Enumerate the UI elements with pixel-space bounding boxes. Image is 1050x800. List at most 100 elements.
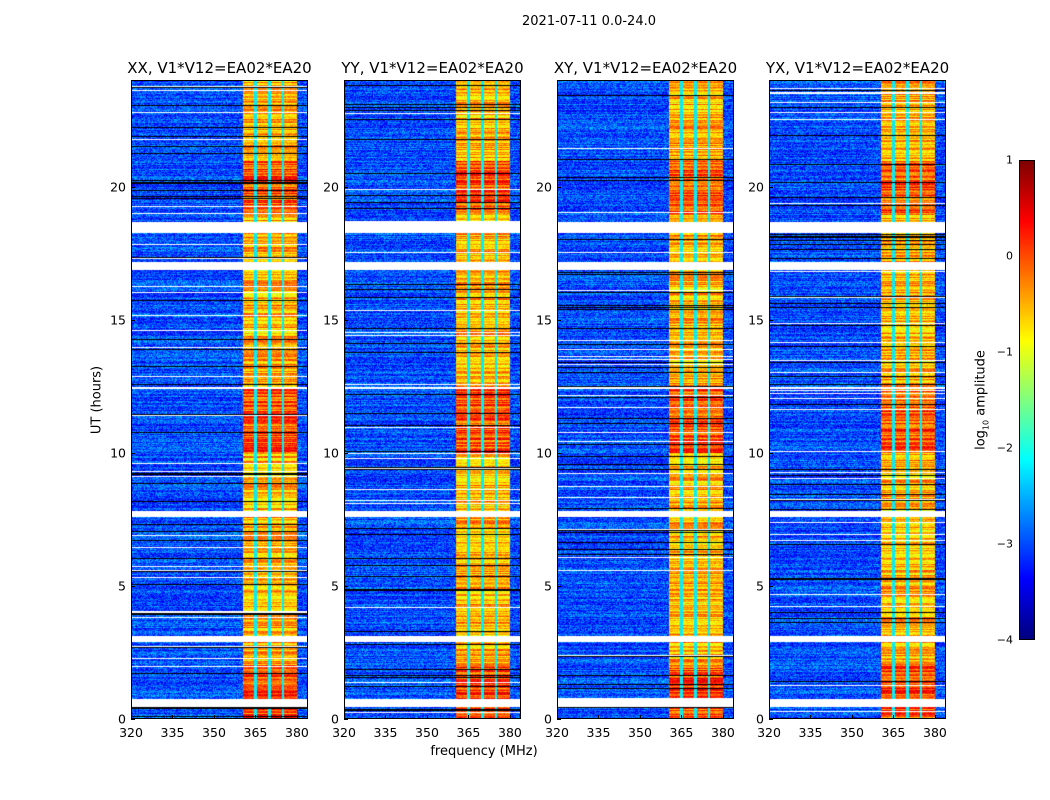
y-tick-label: 5: [331, 578, 339, 594]
x-tick-mark: [344, 715, 345, 719]
y-tick-mark: [131, 719, 135, 720]
x-tick-mark: [255, 715, 257, 719]
x-tick-mark: [296, 715, 298, 719]
figure-title: 2021-07-11 0.0-24.0: [522, 14, 656, 29]
x-tick-mark: [468, 715, 470, 719]
y-tick-label: 15: [748, 312, 764, 328]
colorbar-tick-label: −4: [996, 633, 1013, 647]
y-tick-label: 20: [536, 179, 552, 194]
panel-title: YY, V1*V12=EA02*EA20: [341, 59, 524, 77]
colorbar: [1019, 160, 1035, 640]
y-tick-label: 10: [536, 445, 552, 461]
x-tick-label: 320: [332, 725, 356, 740]
y-tick-label: 20: [748, 179, 764, 194]
colorbar-label-suffix: amplitude: [973, 350, 989, 420]
x-tick-mark: [639, 715, 641, 719]
y-tick-label: 5: [118, 578, 126, 594]
y-tick-mark: [557, 186, 561, 188]
x-tick-mark: [385, 715, 387, 719]
x-tick-label: 380: [711, 725, 735, 740]
y-tick-label: 15: [536, 312, 552, 328]
y-tick-mark: [557, 585, 561, 587]
heatmap-panel-2: [557, 80, 734, 719]
y-tick-mark: [769, 452, 773, 454]
x-tick-label: 350: [415, 725, 439, 740]
panel-title: XY, V1*V12=EA02*EA20: [553, 59, 738, 77]
panel-title: YX, V1*V12=EA02*EA20: [765, 59, 950, 77]
y-tick-mark: [131, 319, 135, 321]
x-tick-label: 335: [160, 725, 185, 740]
x-tick-label: 320: [119, 725, 143, 740]
y-tick-mark: [344, 585, 348, 587]
y-tick-label: 5: [544, 578, 552, 594]
y-tick-label: 15: [110, 312, 126, 328]
x-tick-mark: [851, 715, 853, 719]
y-tick-label: 0: [756, 711, 764, 727]
x-tick-mark: [769, 715, 770, 719]
x-tick-label: 365: [669, 725, 694, 740]
x-tick-mark: [598, 715, 600, 719]
x-tick-label: 320: [545, 725, 569, 740]
y-tick-mark: [131, 186, 135, 188]
x-tick-label: 335: [798, 725, 823, 740]
y-axis-label: UT (hours): [89, 365, 105, 435]
y-tick-label: 10: [748, 445, 764, 461]
y-tick-mark: [131, 452, 135, 454]
x-tick-mark: [131, 715, 132, 719]
heatmap-image: [132, 81, 307, 718]
x-tick-label: 380: [498, 725, 522, 740]
heatmap-image: [770, 81, 945, 718]
y-tick-mark: [344, 452, 348, 454]
x-tick-mark: [509, 715, 511, 719]
heatmap-image: [345, 81, 520, 718]
colorbar-label: log10 amplitude: [974, 350, 991, 450]
x-tick-label: 365: [881, 725, 906, 740]
y-tick-label: 15: [323, 312, 339, 328]
x-tick-label: 365: [243, 725, 268, 740]
x-tick-mark: [172, 715, 174, 719]
y-tick-mark: [769, 585, 773, 587]
heatmap-panel-0: [131, 80, 308, 719]
x-tick-label: 350: [628, 725, 652, 740]
x-tick-label: 320: [757, 725, 781, 740]
y-tick-mark: [131, 585, 135, 587]
x-tick-mark: [557, 715, 558, 719]
heatmap-image: [558, 81, 733, 718]
y-tick-label: 0: [118, 711, 126, 727]
x-tick-mark: [213, 715, 215, 719]
y-tick-label: 10: [110, 445, 126, 461]
panel-title: XX, V1*V12=EA02*EA20: [127, 59, 312, 77]
x-tick-label: 350: [840, 725, 864, 740]
y-tick-label: 20: [110, 179, 126, 194]
y-tick-mark: [344, 186, 348, 188]
y-tick-mark: [769, 186, 773, 188]
y-tick-mark: [769, 719, 773, 720]
y-tick-mark: [557, 719, 561, 720]
colorbar-tick-label: −3: [996, 537, 1013, 551]
x-tick-label: 380: [923, 725, 947, 740]
y-tick-mark: [344, 719, 348, 720]
x-tick-label: 335: [373, 725, 398, 740]
heatmap-panel-3: [769, 80, 946, 719]
x-tick-mark: [934, 715, 936, 719]
x-tick-label: 335: [586, 725, 611, 740]
colorbar-tick-label: 1: [1006, 153, 1013, 167]
x-tick-mark: [893, 715, 895, 719]
heatmap-panel-1: [344, 80, 521, 719]
y-tick-mark: [769, 319, 773, 321]
colorbar-label-sub: 10: [981, 419, 991, 431]
colorbar-tick-label: 0: [1006, 249, 1013, 263]
y-tick-label: 0: [544, 711, 552, 727]
x-axis-label: frequency (MHz): [430, 744, 538, 759]
x-tick-label: 365: [456, 725, 481, 740]
x-tick-mark: [722, 715, 724, 719]
y-tick-mark: [557, 319, 561, 321]
x-tick-label: 380: [285, 725, 309, 740]
colorbar-label-prefix: log: [973, 430, 989, 450]
colorbar-tick-label: −1: [996, 345, 1013, 359]
x-tick-mark: [426, 715, 428, 719]
y-tick-label: 10: [323, 445, 339, 461]
colorbar-tick-label: −2: [996, 441, 1013, 455]
x-tick-mark: [681, 715, 683, 719]
